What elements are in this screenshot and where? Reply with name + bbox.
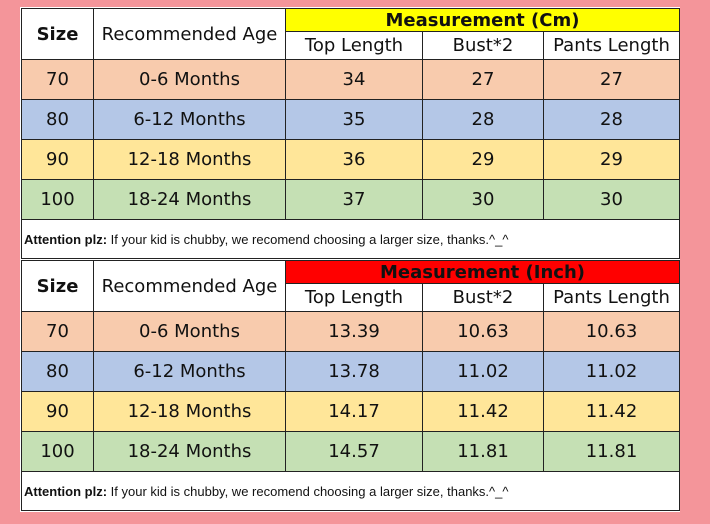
table-row: 70 0-6 Months 13.39 10.63 10.63 xyxy=(21,311,681,352)
pants-length-cell: 27 xyxy=(543,59,680,100)
size-cell: 70 xyxy=(21,311,94,352)
size-column-header: Size xyxy=(21,260,94,312)
top-length-cell: 34 xyxy=(285,59,423,100)
pants-length-cell: 11.42 xyxy=(542,391,681,432)
pants-length-cell: 11.81 xyxy=(542,431,681,472)
pants-length-column-header: Pants Length xyxy=(542,283,681,312)
bust-cell: 29 xyxy=(422,139,544,180)
table-row: 90 12-18 Months 14.17 11.42 11.42 xyxy=(21,391,681,432)
attention-label: Attention plz: xyxy=(24,231,108,247)
top-length-column-header: Top Length xyxy=(285,31,423,60)
size-cell: 100 xyxy=(21,431,94,472)
age-cell: 6-12 Months xyxy=(93,351,286,392)
table-row: 90 12-18 Months 36 29 29 xyxy=(21,139,680,180)
size-cell: 90 xyxy=(21,139,94,180)
pants-length-cell: 28 xyxy=(543,99,680,140)
pants-length-column-header: Pants Length xyxy=(543,31,680,60)
age-cell: 18-24 Months xyxy=(93,179,286,220)
size-cell: 80 xyxy=(21,351,94,392)
table-row: 80 6-12 Months 35 28 28 xyxy=(21,99,680,140)
bust-cell: 28 xyxy=(422,99,544,140)
bust-cell: 11.02 xyxy=(422,351,544,392)
size-cell: 90 xyxy=(21,391,94,432)
table-row: 70 0-6 Months 34 27 27 xyxy=(21,59,680,100)
size-table-cm: Size Recommended Age Measurement (Cm) To… xyxy=(21,7,680,259)
top-length-cell: 13.78 xyxy=(285,351,423,392)
age-cell: 0-6 Months xyxy=(93,59,286,100)
size-cell: 70 xyxy=(21,59,94,100)
top-length-column-header: Top Length xyxy=(285,283,423,312)
table-row: 80 6-12 Months 13.78 11.02 11.02 xyxy=(21,351,681,392)
measurement-cm-header: Measurement (Cm) xyxy=(285,7,680,33)
attention-note: Attention plz: If your kid is chubby, we… xyxy=(20,471,681,511)
bust-cell: 27 xyxy=(422,59,544,100)
top-length-cell: 36 xyxy=(285,139,423,180)
bust-cell: 10.63 xyxy=(422,311,544,352)
age-cell: 12-18 Months xyxy=(93,391,286,432)
pants-length-cell: 11.02 xyxy=(542,351,681,392)
pants-length-cell: 30 xyxy=(543,179,680,220)
attention-text: If your kid is chubby, we recomend choos… xyxy=(107,483,509,499)
top-length-cell: 14.57 xyxy=(285,431,423,472)
attention-text: If your kid is chubby, we recomend choos… xyxy=(107,231,509,247)
top-length-cell: 13.39 xyxy=(285,311,423,352)
attention-label: Attention plz: xyxy=(24,483,108,499)
attention-note: Attention plz: If your kid is chubby, we… xyxy=(21,219,680,259)
bust-cell: 11.42 xyxy=(422,391,544,432)
age-column-header: Recommended Age xyxy=(93,260,286,312)
age-cell: 0-6 Months xyxy=(93,311,286,352)
pants-length-cell: 10.63 xyxy=(542,311,681,352)
age-cell: 18-24 Months xyxy=(93,431,286,472)
age-cell: 6-12 Months xyxy=(93,99,286,140)
table-row: 100 18-24 Months 37 30 30 xyxy=(21,179,680,220)
top-length-cell: 35 xyxy=(285,99,423,140)
measurement-inch-header: Measurement (Inch) xyxy=(284,259,681,285)
bust-cell: 11.81 xyxy=(422,431,544,472)
size-column-header: Size xyxy=(21,8,94,60)
top-length-cell: 14.17 xyxy=(285,391,423,432)
pants-length-cell: 29 xyxy=(543,139,680,180)
size-cell: 80 xyxy=(21,99,94,140)
age-column-header: Recommended Age xyxy=(93,8,286,60)
age-cell: 12-18 Months xyxy=(93,139,286,180)
bust-column-header: Bust*2 xyxy=(422,283,544,312)
top-length-cell: 37 xyxy=(285,179,423,220)
table-row: 100 18-24 Months 14.57 11.81 11.81 xyxy=(21,431,681,472)
bust-column-header: Bust*2 xyxy=(422,31,544,60)
size-cell: 100 xyxy=(21,179,94,220)
bust-cell: 30 xyxy=(422,179,544,220)
size-table-inch: Size Recommended Age Measurement (Inch) … xyxy=(20,259,681,511)
